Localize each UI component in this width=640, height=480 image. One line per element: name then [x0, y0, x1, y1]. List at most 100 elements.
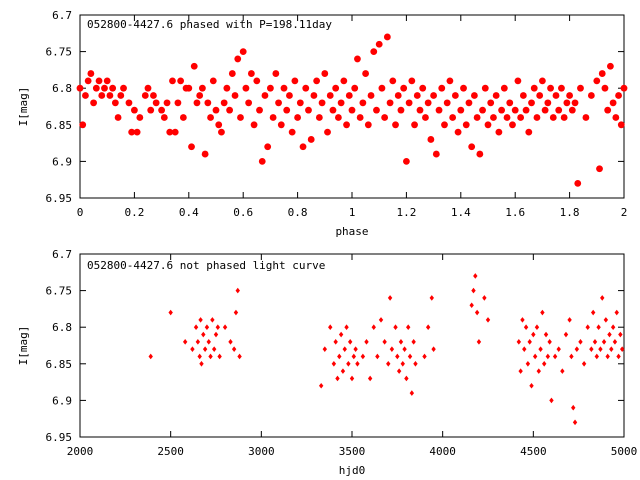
data-point [402, 346, 407, 352]
chart-panel-2: 2000 2500 3000 3500 4000 4500 5000 6.7 6.75 6.8 6.… [17, 248, 637, 477]
data-point [355, 361, 360, 367]
x-tick-label: 3000 [248, 445, 275, 458]
data-point [324, 128, 331, 136]
data-point [264, 143, 272, 151]
data-point [534, 324, 540, 330]
data-point [596, 165, 603, 173]
data-point [503, 114, 511, 121]
x-tick-label: 4000 [429, 445, 456, 458]
data-point [411, 121, 418, 129]
data-point [558, 84, 565, 92]
data-point [610, 324, 616, 330]
data-point [563, 99, 571, 107]
data-point [490, 114, 497, 121]
data-point [397, 106, 405, 114]
data-point [413, 361, 418, 367]
data-point [296, 99, 304, 107]
data-point [566, 92, 573, 99]
data-point [147, 106, 155, 114]
data-point [302, 84, 310, 92]
data-point [527, 339, 532, 345]
data-point [593, 77, 601, 85]
data-point [468, 143, 476, 151]
data-point [217, 353, 222, 360]
y-tick-label: 6.8 [52, 82, 72, 95]
data-point [190, 62, 198, 70]
data-point [431, 346, 436, 352]
data-point [340, 368, 346, 374]
data-point [338, 331, 344, 338]
data-point [364, 339, 369, 345]
data-point [125, 99, 133, 107]
data-point [212, 106, 220, 114]
data-point [348, 106, 356, 114]
data-point [343, 121, 350, 129]
data-point [359, 99, 367, 107]
data-point [351, 353, 357, 360]
data-point [291, 77, 299, 85]
data-point [572, 419, 578, 426]
x-tick-label: 1 [349, 206, 356, 219]
data-point [460, 84, 467, 92]
data-point [594, 353, 599, 360]
x-tick-label: 2 [621, 206, 628, 219]
data-point [571, 404, 576, 411]
x-tick-label: 0.6 [233, 206, 253, 219]
y-tick-label: 6.95 [46, 192, 73, 205]
data-point [569, 353, 574, 360]
data-point [199, 84, 206, 92]
x-tick-label: 1.4 [451, 206, 471, 219]
data-point [152, 99, 160, 107]
x-tick-label: 0.8 [288, 206, 308, 219]
data-point [168, 309, 173, 316]
data-point [321, 70, 329, 77]
data-point [375, 40, 383, 48]
data-point [313, 77, 321, 85]
data-point [612, 114, 620, 121]
data-point [166, 128, 174, 136]
data-point [393, 324, 398, 330]
x-axis-label: hjd0 [339, 464, 366, 477]
data-point [111, 99, 119, 107]
data-point [601, 84, 609, 92]
data-point [375, 353, 380, 360]
plot-frame [79, 253, 625, 438]
data-point [373, 106, 380, 114]
data-point [199, 361, 204, 367]
data-point [522, 346, 527, 352]
data-point [245, 99, 253, 107]
data-point [603, 317, 609, 323]
data-point [471, 287, 476, 294]
data-point [222, 324, 228, 330]
data-point [106, 92, 114, 99]
data-point [351, 84, 359, 92]
data-point [315, 114, 323, 121]
data-point [150, 92, 157, 99]
data-point [425, 324, 431, 330]
data-point [500, 84, 508, 92]
y-tick-label: 6.9 [52, 155, 72, 168]
data-point [430, 92, 437, 99]
data-point [76, 84, 84, 92]
data-point [571, 99, 579, 107]
data-point [432, 150, 440, 158]
data-point [204, 99, 212, 107]
data-point [560, 114, 568, 121]
data-point [286, 92, 293, 99]
data-point [454, 128, 462, 136]
data-point [541, 106, 549, 114]
data-point [457, 106, 465, 114]
data-point [283, 106, 291, 114]
data-point [378, 317, 384, 323]
data-point [563, 331, 569, 338]
data-point [509, 121, 516, 129]
data-point [607, 331, 612, 338]
data-point [446, 77, 454, 85]
data-point [82, 92, 89, 99]
data-point [329, 106, 337, 114]
data-point [197, 353, 202, 360]
data-point [531, 331, 536, 338]
data-point [474, 309, 480, 316]
data-point [612, 339, 618, 345]
data-point [337, 99, 345, 107]
